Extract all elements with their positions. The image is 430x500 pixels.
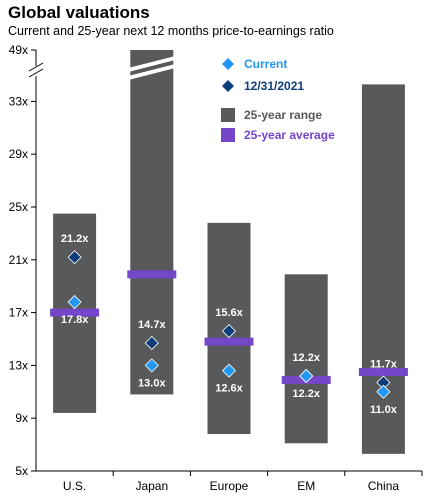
- legend-current-label: Current: [244, 57, 287, 71]
- current-value-label: 11.0x: [370, 404, 398, 416]
- dec2021-point: [67, 250, 82, 265]
- legend-range-marker: [221, 108, 235, 122]
- y-tick-label: 29x: [9, 147, 28, 161]
- current-point: [299, 368, 314, 384]
- x-tick-label: Japan: [135, 479, 168, 493]
- chart-subtitle: Current and 25-year next 12 months price…: [8, 24, 334, 38]
- x-tick-label: Europe: [210, 479, 249, 493]
- range-bar: [284, 274, 328, 444]
- dec2021-point: [221, 324, 237, 339]
- y-tick-label: 5x: [15, 464, 28, 478]
- axis-layer: 5x 9x 13x 17x 21x 25x 29x 33x 49x U.S. Japan Europe…: [9, 43, 423, 493]
- y-tick-label: 9x: [15, 411, 28, 425]
- y-tick-label: 21x: [9, 253, 28, 267]
- dec2021-point: [144, 335, 159, 351]
- axis-break-mark: [28, 62, 44, 72]
- current-value-label: 13.0x: [138, 377, 166, 389]
- average-marker: [127, 270, 177, 279]
- axis-break-mark: [28, 68, 44, 78]
- chart-title: Global valuations: [8, 3, 150, 22]
- dec2021-value-label: 21.2x: [61, 233, 89, 245]
- legend-average-marker: [221, 128, 235, 142]
- current-point: [144, 358, 159, 373]
- y-tick-label: 25x: [9, 200, 28, 214]
- legend-current-marker: [222, 58, 234, 70]
- dec2021-value-label: 14.7x: [138, 319, 166, 331]
- x-tick-label: U.S.: [63, 479, 86, 493]
- legend-average-label: 25-year average: [244, 128, 335, 142]
- current-point: [67, 294, 82, 310]
- bars-layer: 21.2x 17.8x 14.7x 13.0x 15.6x 12.6x 12.2x 12.2x…: [50, 50, 408, 454]
- current-value-label: 12.6x: [215, 383, 243, 395]
- y-tick-label: 33x: [9, 94, 28, 108]
- current-value-label: 17.8x: [61, 314, 89, 326]
- legend-dec2021-marker: [222, 80, 234, 92]
- average-marker: [358, 368, 408, 376]
- legend-range-label: 25-year range: [244, 108, 322, 122]
- y-tick-label: 17x: [9, 306, 28, 320]
- dec2021-value-label: 11.7x: [370, 359, 398, 371]
- dec2021-value-label: 15.6x: [215, 307, 243, 319]
- y-tick-label: 49x: [9, 43, 28, 57]
- bar-break-mark: [128, 64, 176, 80]
- axis-break-gap: [30, 66, 42, 76]
- legend-dec2021-label: 12/31/2021: [244, 79, 304, 93]
- current-point: [221, 363, 237, 378]
- average-marker: [204, 337, 254, 346]
- current-value-label: 12.2x: [292, 388, 320, 400]
- dec2021-value-label: 12.2x: [292, 352, 320, 364]
- y-tick-label: 13x: [9, 358, 28, 372]
- bar-break-mark: [128, 56, 176, 72]
- x-tick-label: China: [368, 479, 400, 493]
- current-point: [376, 384, 391, 399]
- legend: Current 12/31/2021 25-year range 25-year…: [221, 57, 335, 142]
- average-marker: [50, 308, 100, 317]
- x-tick-label: EM: [297, 479, 315, 493]
